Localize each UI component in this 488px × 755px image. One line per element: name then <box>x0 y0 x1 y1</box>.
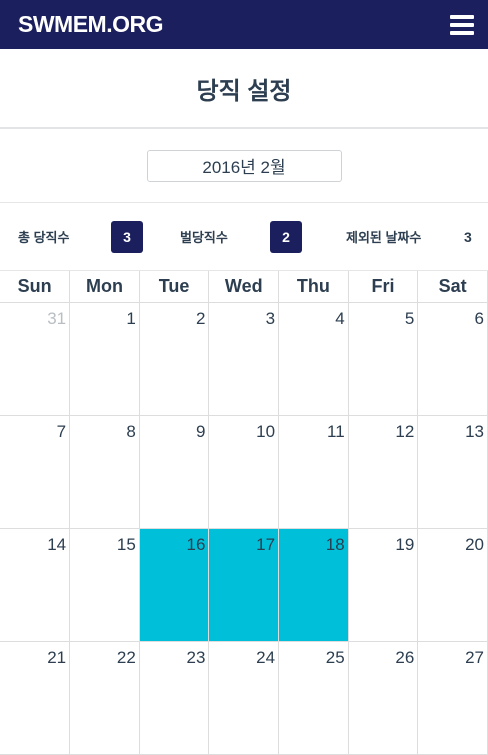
title-bar: 당직 설정 <box>0 49 488 129</box>
day-cell[interactable]: 24 <box>208 641 280 755</box>
day-cell[interactable]: 26 <box>347 641 419 755</box>
excluded-days-label: 제외된 날짜수 <box>346 230 422 245</box>
day-cell[interactable]: 3 <box>208 302 280 416</box>
stats-row: 총 당직수 3 벌당직수 2 제외된 날짜수 3 <box>0 203 488 271</box>
day-cell[interactable]: 9 <box>138 415 210 529</box>
day-cell[interactable]: 19 <box>347 528 419 642</box>
weekday-wed: Wed <box>208 271 280 303</box>
day-cell[interactable]: 17 <box>208 528 280 642</box>
day-cell[interactable]: 21 <box>0 641 71 755</box>
navbar: SWMEM.ORG <box>0 0 488 49</box>
day-cell[interactable]: 5 <box>347 302 419 416</box>
day-cell[interactable]: 11 <box>278 415 349 529</box>
day-cell[interactable]: 20 <box>417 528 488 642</box>
month-selector[interactable]: 2016년 2월 <box>146 149 342 182</box>
excluded-days-value: 3 <box>464 228 472 245</box>
page-title: 당직 설정 <box>196 77 292 105</box>
penalty-duty-badge: 2 <box>270 220 302 253</box>
day-cell[interactable]: 25 <box>278 641 349 755</box>
day-cell[interactable]: 8 <box>69 415 140 529</box>
brand-logo[interactable]: SWMEM.ORG <box>18 11 164 37</box>
day-cell[interactable]: 10 <box>208 415 280 529</box>
calendar-week: 7 8 9 10 11 12 13 <box>0 415 488 529</box>
month-row: 2016년 2월 <box>0 129 488 203</box>
hamburger-menu-icon[interactable] <box>450 14 474 35</box>
day-cell[interactable]: 2 <box>138 302 210 416</box>
day-cell[interactable]: 14 <box>0 528 71 642</box>
day-cell[interactable]: 31 <box>0 302 71 416</box>
calendar-week: 14 15 16 17 18 19 20 <box>0 528 488 642</box>
weekday-fri: Fri <box>347 271 419 303</box>
calendar: Sun Mon Tue Wed Thu Fri Sat 31 1 2 3 4 5… <box>0 271 488 755</box>
penalty-duty-label: 벌당직수 <box>180 230 228 245</box>
weekday-mon: Mon <box>69 271 140 303</box>
day-cell[interactable]: 15 <box>69 528 140 642</box>
total-duty-label: 총 당직수 <box>18 230 70 245</box>
day-cell[interactable]: 23 <box>138 641 210 755</box>
day-cell[interactable]: 6 <box>417 302 488 416</box>
day-cell[interactable]: 13 <box>417 415 488 529</box>
day-cell[interactable]: 27 <box>417 641 488 755</box>
weekday-tue: Tue <box>138 271 210 303</box>
weekday-sat: Sat <box>417 271 488 303</box>
weekday-header: Sun Mon Tue Wed Thu Fri Sat <box>0 271 488 303</box>
weekday-sun: Sun <box>0 271 71 303</box>
calendar-week: 31 1 2 3 4 5 6 <box>0 302 488 416</box>
weekday-thu: Thu <box>278 271 349 303</box>
day-cell[interactable]: 7 <box>0 415 71 529</box>
calendar-week: 21 22 23 24 25 26 27 <box>0 641 488 755</box>
day-cell[interactable]: 12 <box>347 415 419 529</box>
day-cell[interactable]: 22 <box>69 641 140 755</box>
day-cell[interactable]: 1 <box>69 302 140 416</box>
total-duty-badge: 3 <box>111 220 143 253</box>
day-cell[interactable]: 18 <box>278 528 349 642</box>
day-cell[interactable]: 16 <box>138 528 210 642</box>
day-cell[interactable]: 4 <box>278 302 349 416</box>
